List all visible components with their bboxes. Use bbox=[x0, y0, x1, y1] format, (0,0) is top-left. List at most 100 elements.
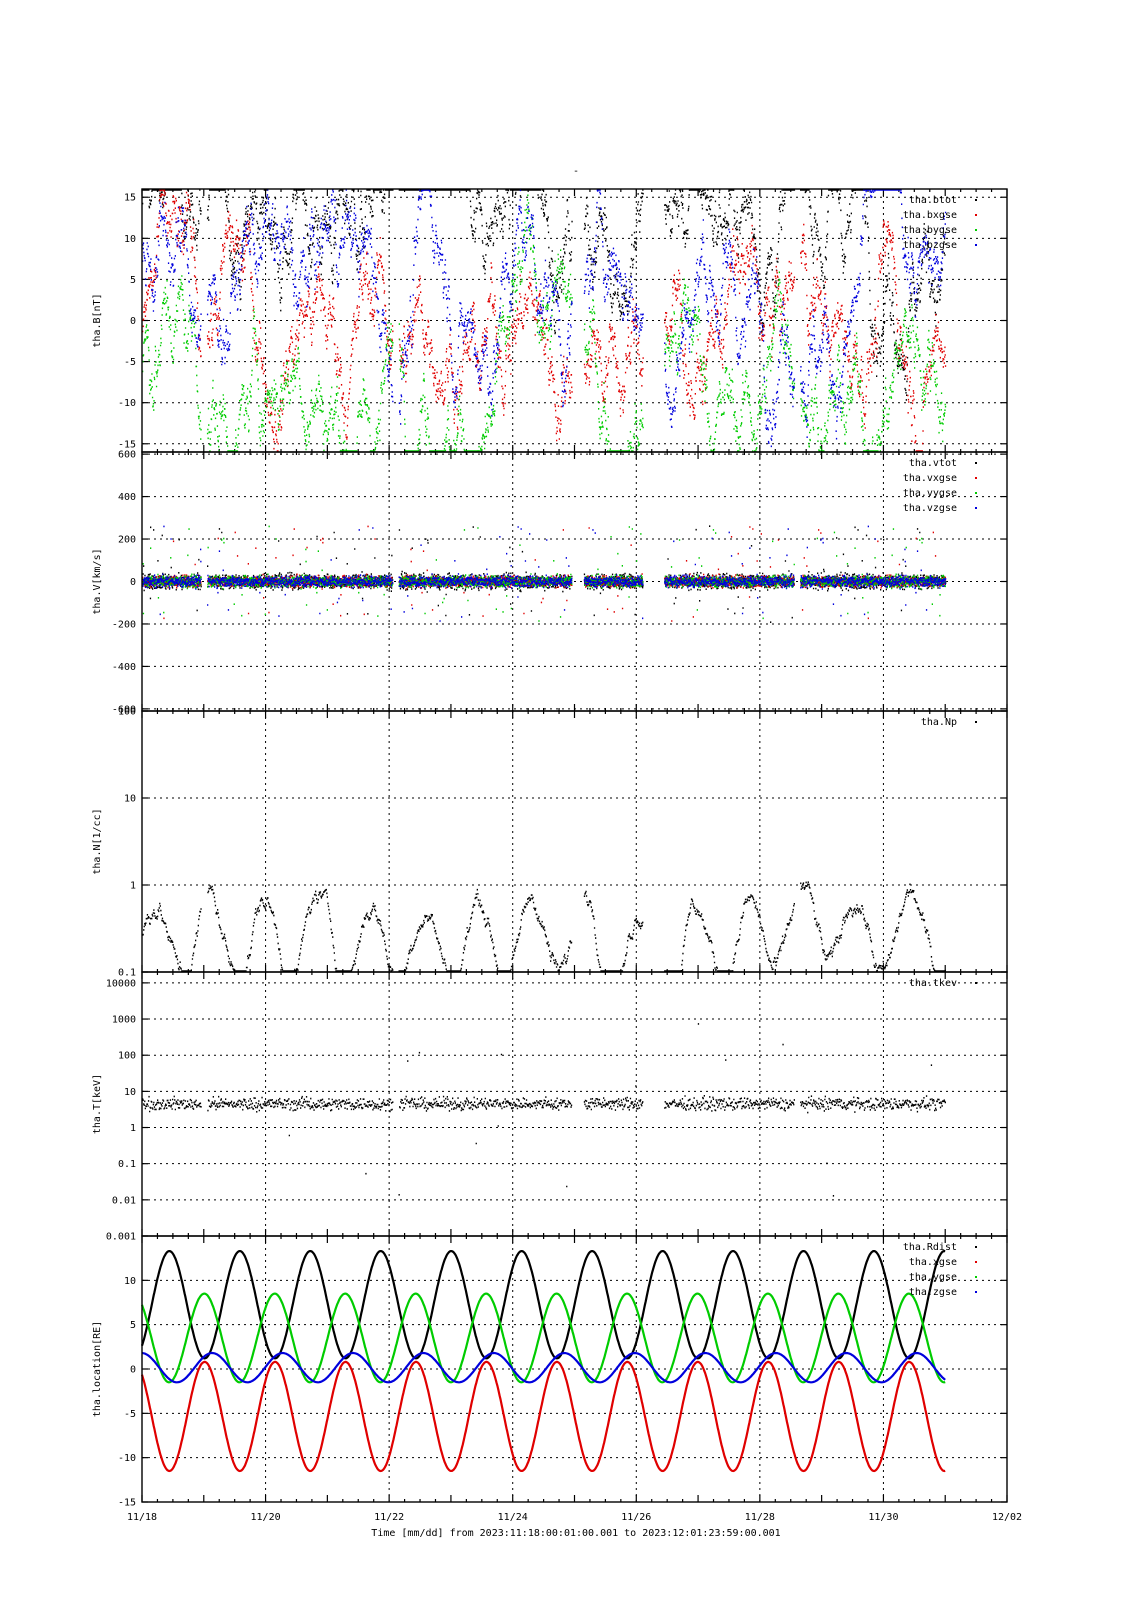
y-tick-label: 400 bbox=[118, 492, 136, 503]
legend-label: tha.bzgse bbox=[903, 240, 957, 251]
panel-2: 600 400 200 0 -200 -400 -600 tha.V[km/s] tha.vto… bbox=[92, 450, 1008, 715]
series-tha-ygse bbox=[140, 1292, 946, 1384]
y-tick-label: -10 bbox=[118, 398, 136, 409]
y-tick-label: 100 bbox=[118, 1051, 136, 1062]
legend-marker bbox=[975, 982, 977, 984]
panel-1: 15 10 5 0 -5 -10 -15 tha.B[nT] tha.btot tha.bxgse… bbox=[92, 188, 1008, 453]
legend-label: tha.ygse bbox=[909, 1272, 957, 1283]
panel-4: 10000 1000 100 10 1 0.1 0.01 0.001 tha.T[keV] tha… bbox=[92, 971, 1008, 1243]
legend-marker bbox=[975, 721, 977, 723]
y-tick-label: -400 bbox=[112, 662, 136, 673]
series-tha-tkev bbox=[142, 1023, 946, 1197]
y-tick-label: -5 bbox=[124, 1409, 136, 1420]
legend-label: tha.zgse bbox=[909, 1287, 957, 1298]
series-tha-vxgse bbox=[142, 525, 947, 622]
legend-marker bbox=[975, 1291, 977, 1293]
series-tha-bzgse bbox=[142, 189, 947, 448]
y-tick-label: 0.01 bbox=[112, 1195, 136, 1206]
legend-label: tha.vygse bbox=[903, 488, 957, 499]
y-tick-label: 10 bbox=[124, 794, 136, 805]
legend-label: tha.vzgse bbox=[903, 503, 957, 514]
y-tick-label: 0.1 bbox=[118, 968, 136, 979]
legend-marker bbox=[975, 1261, 977, 1263]
figure-title: - bbox=[573, 166, 579, 177]
legend-marker bbox=[975, 492, 977, 494]
panel-frame bbox=[141, 971, 1008, 1237]
series-tha-vzgse bbox=[142, 525, 947, 622]
y-tick-label: 0.1 bbox=[118, 1159, 136, 1170]
panel-5: 10 5 0 -5 -10 -15 tha.location[RE] tha.Rdist tha… bbox=[92, 1235, 1008, 1509]
y-tick-label: 5 bbox=[130, 275, 136, 286]
legend-marker bbox=[975, 477, 977, 479]
legend-marker bbox=[975, 244, 977, 246]
y-tick-label: 1000 bbox=[112, 1015, 136, 1026]
series-tha-Np bbox=[142, 881, 946, 972]
legend-label: tha.Np bbox=[921, 717, 957, 728]
y-tick-label: 0 bbox=[130, 316, 136, 327]
y-tick-label: -10 bbox=[118, 1453, 136, 1464]
y-tick-label: 0.001 bbox=[106, 1232, 136, 1243]
x-tick-label: 11/22 bbox=[374, 1512, 404, 1523]
y-tick-label: -5 bbox=[124, 357, 136, 368]
y-tick-label: 0 bbox=[130, 1365, 136, 1376]
x-axis: 11/18 11/20 11/22 11/24 11/26 11/28 11/30 12/02 bbox=[127, 1512, 1022, 1523]
y-axis-label: tha.T[keV] bbox=[92, 1074, 103, 1134]
panel-frame bbox=[141, 1235, 1008, 1503]
legend-label: tha.btot bbox=[909, 195, 957, 206]
x-tick-label: 11/28 bbox=[745, 1512, 775, 1523]
legend-label: tha.xgse bbox=[909, 1257, 957, 1268]
legend-label: tha.Rdist bbox=[903, 1242, 957, 1253]
legend-marker bbox=[975, 214, 977, 216]
x-tick-label: 11/18 bbox=[127, 1512, 157, 1523]
y-tick-label: 200 bbox=[118, 535, 136, 546]
y-tick-label: -15 bbox=[118, 1498, 136, 1509]
panels: 151050-5-10-15tha.B[nT]tha.btottha.bxgse… bbox=[92, 188, 1008, 1509]
legend-label: tha.tkev bbox=[909, 978, 957, 989]
x-tick-label: 11/20 bbox=[251, 1512, 281, 1523]
y-tick-label: -15 bbox=[118, 439, 136, 450]
y-tick-label: 1 bbox=[130, 881, 136, 892]
y-tick-label: 100 bbox=[118, 707, 136, 718]
y-tick-label: 1 bbox=[130, 1123, 136, 1134]
series-tha-zgse bbox=[141, 1351, 946, 1384]
x-tick-label: 11/26 bbox=[621, 1512, 651, 1523]
x-tick-label: 11/24 bbox=[498, 1512, 528, 1523]
legend-label: tha.bxgse bbox=[903, 210, 957, 221]
data-layer bbox=[142, 525, 947, 623]
legend-label: tha.vtot bbox=[909, 458, 957, 469]
y-tick-label: -200 bbox=[112, 619, 136, 630]
series-tha-xgse bbox=[140, 1360, 946, 1473]
legend-label: tha.vxgse bbox=[903, 473, 957, 484]
x-axis-caption: Time [mm/dd] from 2023:11:18:00:01:00.00… bbox=[371, 1528, 780, 1539]
data-layer bbox=[142, 881, 946, 972]
legend-label: tha.bygse bbox=[903, 225, 957, 236]
legend-marker bbox=[975, 1276, 977, 1278]
y-tick-label: 0 bbox=[130, 577, 136, 588]
legend-marker bbox=[975, 507, 977, 509]
data-layer bbox=[140, 1250, 946, 1473]
y-axis-label: tha.N[1/cc] bbox=[92, 808, 103, 874]
y-tick-label: 10000 bbox=[106, 978, 136, 989]
panel-3: 100 10 1 0.1 tha.N[1/cc] tha.Np bbox=[92, 707, 1008, 979]
legend-marker bbox=[975, 462, 977, 464]
y-tick-label: 10 bbox=[124, 1276, 136, 1287]
y-tick-label: 15 bbox=[124, 193, 136, 204]
series-tha-Rdist bbox=[140, 1250, 946, 1360]
y-axis-label: tha.B[nT] bbox=[92, 293, 103, 347]
x-tick-label: 11/30 bbox=[868, 1512, 898, 1523]
y-tick-label: 600 bbox=[118, 450, 136, 461]
legend-marker bbox=[975, 199, 977, 201]
y-tick-label: 10 bbox=[124, 1087, 136, 1098]
y-tick-label: -600 bbox=[112, 704, 136, 715]
legend-marker bbox=[975, 1246, 977, 1248]
panel-frame bbox=[141, 710, 1008, 973]
x-tick-label: 12/02 bbox=[992, 1512, 1022, 1523]
y-tick-label: 5 bbox=[130, 1320, 136, 1331]
y-tick-label: 10 bbox=[124, 234, 136, 245]
y-axis-label: tha.V[km/s] bbox=[92, 548, 103, 614]
legend-marker bbox=[975, 229, 977, 231]
y-axis-label: tha.location[RE] bbox=[92, 1321, 103, 1417]
data-layer bbox=[142, 1023, 946, 1197]
series-tha-vygse bbox=[142, 525, 947, 622]
